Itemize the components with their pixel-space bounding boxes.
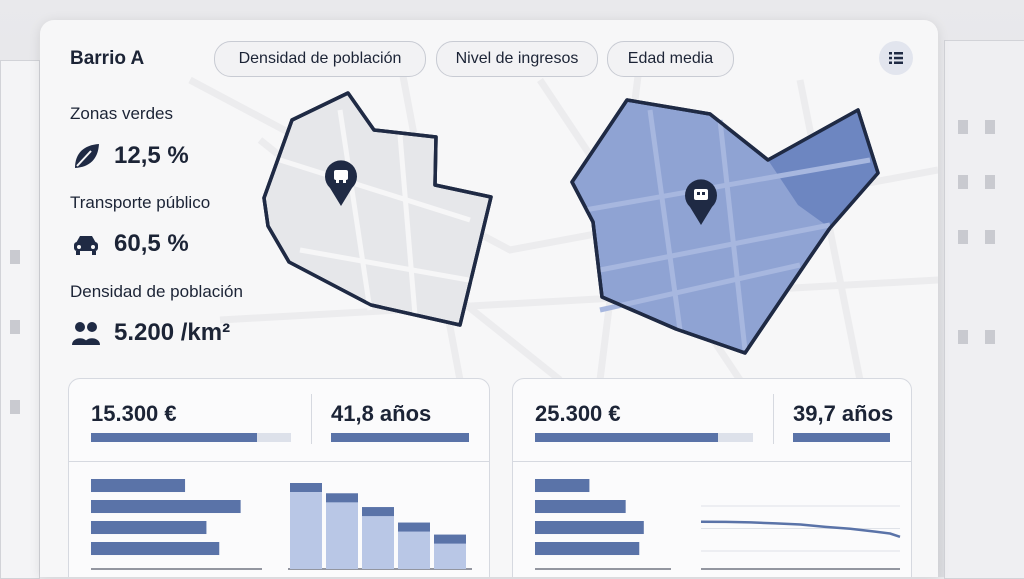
filter-chip-income[interactable]: Nivel de ingresos — [436, 41, 598, 77]
bar-cap — [434, 534, 466, 544]
bar — [91, 500, 241, 514]
income-distribution-chart: 010203040 — [91, 479, 262, 570]
car-icon — [70, 228, 102, 260]
bar — [326, 493, 358, 569]
bar-cap — [362, 507, 394, 517]
leaf-icon — [70, 140, 102, 172]
income-value: 15.300 € — [91, 401, 177, 426]
background-window — [958, 330, 968, 344]
series-line — [700, 520, 901, 539]
background-window — [10, 320, 20, 334]
people-icon — [70, 317, 102, 349]
background-window — [985, 175, 995, 189]
age-progress — [793, 433, 890, 442]
list-icon — [889, 52, 903, 64]
map-pin-icon[interactable] — [685, 179, 717, 225]
income-progress-fill — [535, 433, 719, 442]
age-distribution-chart: 0–1415-2428-4445-64565 — [288, 483, 472, 570]
filter-chip-age[interactable]: Edad media — [607, 41, 734, 77]
bar — [91, 542, 220, 556]
bar — [91, 521, 207, 535]
bar-cap — [398, 522, 430, 532]
stat-value-public-transport: 60,5 % — [114, 230, 189, 257]
bar — [91, 479, 186, 493]
background-window — [985, 120, 995, 134]
background-window — [10, 400, 20, 414]
income-progress — [535, 433, 753, 442]
district-card-a: 15.300 € 41,8 años 010203040 0–1415-2428… — [68, 378, 490, 577]
divider — [69, 461, 489, 462]
age-progress — [331, 433, 469, 442]
income-progress-fill — [91, 433, 257, 442]
background-building — [0, 60, 40, 579]
background-window — [958, 120, 968, 134]
background-building — [944, 40, 1024, 579]
age-value: 39,7 años — [793, 401, 894, 426]
stat-label-public-transport: Transporte público — [70, 193, 211, 212]
bar — [535, 542, 640, 556]
neighborhood-map — [188, 59, 938, 380]
stat-public-transport: 60,5 % — [70, 228, 189, 260]
stat-value-green-areas: 12,5 % — [114, 142, 189, 169]
age-progress-fill — [331, 433, 469, 442]
stat-density: 5.200 /km² — [70, 317, 230, 349]
divider — [311, 394, 312, 444]
stat-value-density: 5.200 /km² — [114, 319, 231, 346]
income-progress — [91, 433, 291, 442]
background-window — [10, 250, 20, 264]
stat-label-density: Densidad de población — [70, 282, 243, 301]
bar-cap — [326, 493, 358, 503]
background-window — [985, 230, 995, 244]
divider — [773, 394, 774, 444]
filter-chip-density[interactable]: Densidad de población — [214, 41, 426, 77]
background-window — [958, 230, 968, 244]
background-window — [985, 330, 995, 344]
divider — [513, 461, 911, 462]
bar-cap — [290, 483, 322, 492]
age-value: 41,8 años — [331, 401, 432, 426]
income-distribution-chart: 0102044 — [535, 479, 671, 570]
income-value: 25.300 € — [535, 401, 621, 426]
district-card-b: 25.300 € 39,7 años 0102044 1985201020202… — [512, 378, 912, 577]
stat-label-green-areas: Zonas verdes — [70, 104, 173, 123]
list-menu-button[interactable] — [879, 41, 913, 75]
bar — [362, 507, 394, 569]
district-area-b[interactable] — [570, 98, 880, 355]
population-trend-chart: 1985201020202025 — [700, 505, 901, 570]
bar — [535, 479, 590, 493]
dashboard-panel: Barrio A Densidad de población Nivel de … — [40, 20, 938, 577]
background-window — [958, 175, 968, 189]
bar — [535, 500, 626, 514]
map-pin-icon[interactable] — [325, 139, 357, 206]
page-title: Barrio A — [70, 48, 145, 69]
stat-green-areas: 12,5 % — [70, 140, 189, 172]
bar — [535, 521, 644, 535]
age-progress-fill — [793, 433, 890, 442]
bar — [290, 483, 322, 569]
district-area-a[interactable] — [262, 91, 493, 327]
